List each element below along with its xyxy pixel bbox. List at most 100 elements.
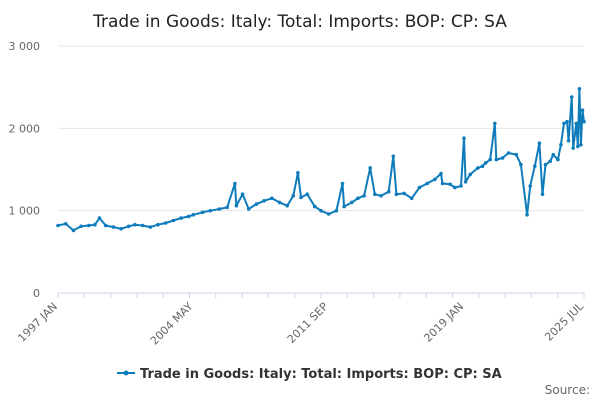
data-point[interactable] bbox=[483, 161, 488, 165]
data-point[interactable] bbox=[565, 119, 569, 124]
data-point[interactable] bbox=[569, 95, 574, 99]
data-point[interactable] bbox=[56, 223, 60, 228]
data-point[interactable] bbox=[580, 108, 585, 112]
data-point[interactable] bbox=[494, 157, 499, 162]
data-point[interactable] bbox=[453, 185, 457, 190]
x-tick-label: 2004 MAY bbox=[148, 300, 196, 348]
data-point[interactable] bbox=[148, 225, 153, 229]
data-point[interactable] bbox=[291, 194, 296, 198]
data-point[interactable] bbox=[476, 166, 480, 170]
data-point[interactable] bbox=[63, 222, 68, 226]
legend[interactable]: Trade in Goods: Italy: Total: Imports: B… bbox=[117, 367, 502, 382]
data-point[interactable] bbox=[340, 181, 345, 186]
data-point[interactable] bbox=[559, 143, 563, 147]
data-point[interactable] bbox=[386, 189, 391, 194]
data-point[interactable] bbox=[373, 192, 377, 196]
data-point[interactable] bbox=[562, 121, 566, 126]
data-point[interactable] bbox=[362, 194, 366, 198]
data-point[interactable] bbox=[480, 164, 485, 168]
data-point[interactable] bbox=[556, 157, 560, 162]
data-point[interactable] bbox=[119, 227, 123, 231]
data-point[interactable] bbox=[133, 222, 137, 227]
data-point[interactable] bbox=[402, 191, 406, 196]
data-point[interactable] bbox=[171, 218, 176, 223]
data-point[interactable] bbox=[270, 196, 274, 201]
data-point[interactable] bbox=[468, 172, 473, 177]
data-point[interactable] bbox=[240, 192, 245, 196]
data-point[interactable] bbox=[514, 152, 519, 157]
data-point[interactable] bbox=[574, 121, 579, 126]
data-point[interactable] bbox=[87, 223, 91, 228]
data-point[interactable] bbox=[225, 205, 229, 210]
data-point[interactable] bbox=[97, 216, 102, 220]
data-point[interactable] bbox=[579, 143, 583, 147]
data-point[interactable] bbox=[200, 210, 205, 215]
data-point[interactable] bbox=[391, 154, 396, 159]
data-point[interactable] bbox=[126, 224, 131, 229]
data-point[interactable] bbox=[156, 222, 160, 227]
data-point[interactable] bbox=[140, 223, 145, 228]
data-point[interactable] bbox=[186, 214, 191, 219]
data-point[interactable] bbox=[566, 138, 571, 143]
data-point[interactable] bbox=[459, 184, 463, 188]
data-point[interactable] bbox=[296, 171, 300, 175]
data-point[interactable] bbox=[525, 213, 529, 217]
grid-lines bbox=[58, 45, 584, 212]
data-point[interactable] bbox=[79, 224, 83, 229]
data-point[interactable] bbox=[71, 228, 76, 233]
data-point[interactable] bbox=[191, 213, 196, 217]
data-point[interactable] bbox=[299, 195, 303, 200]
data-point[interactable] bbox=[493, 121, 497, 126]
data-point[interactable] bbox=[319, 208, 323, 213]
data-point[interactable] bbox=[350, 200, 354, 205]
data-point[interactable] bbox=[262, 199, 266, 203]
data-point[interactable] bbox=[313, 204, 317, 209]
data-point[interactable] bbox=[334, 208, 339, 213]
data-point[interactable] bbox=[548, 159, 552, 164]
data-point[interactable] bbox=[342, 204, 346, 209]
data-point[interactable] bbox=[528, 184, 532, 188]
data-point[interactable] bbox=[234, 203, 239, 208]
data-point[interactable] bbox=[488, 157, 493, 162]
data-point[interactable] bbox=[326, 212, 331, 216]
data-point[interactable] bbox=[463, 180, 468, 184]
data-point[interactable] bbox=[417, 185, 422, 190]
data-point[interactable] bbox=[543, 162, 548, 167]
data-point[interactable] bbox=[285, 203, 290, 208]
data-point[interactable] bbox=[577, 87, 582, 91]
data-point[interactable] bbox=[439, 171, 443, 176]
data-point[interactable] bbox=[368, 166, 373, 170]
data-point[interactable] bbox=[356, 196, 360, 201]
data-point[interactable] bbox=[433, 177, 437, 182]
data-point[interactable] bbox=[233, 181, 237, 186]
data-point[interactable] bbox=[111, 225, 116, 229]
data-point[interactable] bbox=[500, 156, 505, 160]
data-point[interactable] bbox=[409, 196, 414, 201]
data-point[interactable] bbox=[448, 182, 453, 187]
data-point[interactable] bbox=[305, 192, 310, 196]
data-point[interactable] bbox=[277, 200, 282, 205]
data-point[interactable] bbox=[533, 164, 537, 168]
data-point[interactable] bbox=[93, 222, 97, 227]
data-point[interactable] bbox=[537, 141, 542, 145]
data-point[interactable] bbox=[506, 151, 511, 155]
data-point[interactable] bbox=[179, 216, 183, 220]
data-point[interactable] bbox=[551, 152, 555, 157]
data-point[interactable] bbox=[254, 202, 259, 206]
data-point[interactable] bbox=[540, 192, 545, 196]
data-point[interactable] bbox=[217, 207, 222, 211]
data-point[interactable] bbox=[519, 162, 523, 167]
data-point[interactable] bbox=[246, 207, 251, 211]
data-point[interactable] bbox=[394, 192, 399, 196]
data-point[interactable] bbox=[163, 221, 168, 225]
data-point[interactable] bbox=[440, 181, 445, 186]
data-point[interactable] bbox=[576, 144, 580, 149]
data-point[interactable] bbox=[379, 194, 383, 198]
data-point[interactable] bbox=[462, 136, 466, 140]
data-point[interactable] bbox=[208, 208, 213, 213]
data-point[interactable] bbox=[571, 146, 575, 150]
data-point[interactable] bbox=[425, 181, 429, 186]
data-point[interactable] bbox=[582, 119, 586, 124]
data-point[interactable] bbox=[103, 223, 108, 228]
